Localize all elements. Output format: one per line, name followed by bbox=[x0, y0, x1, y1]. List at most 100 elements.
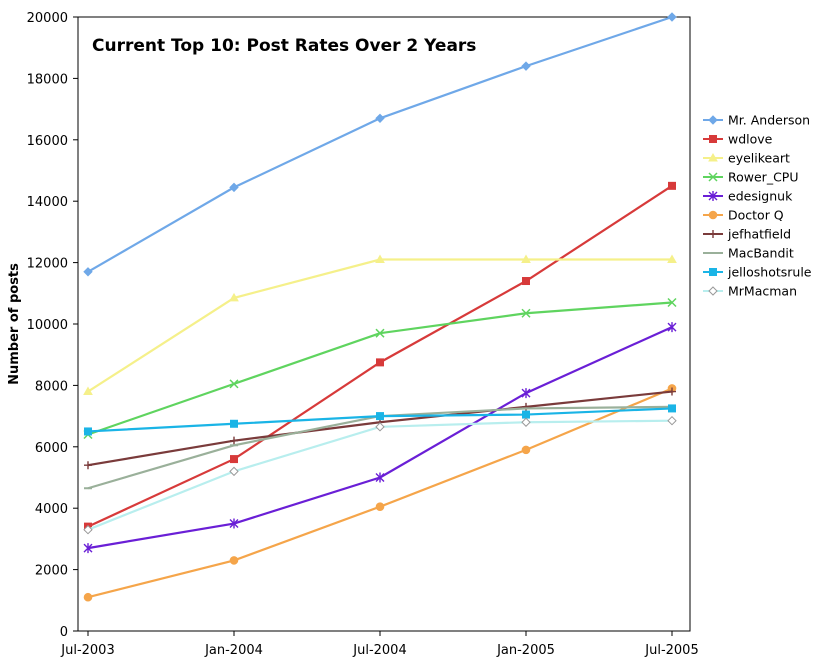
legend-label: eyelikeart bbox=[728, 151, 790, 166]
data-point bbox=[709, 268, 717, 276]
data-point bbox=[229, 182, 239, 193]
y-tick-label: 20000 bbox=[27, 11, 68, 26]
data-point bbox=[229, 379, 239, 389]
chart-title: Current Top 10: Post Rates Over 2 Years bbox=[92, 36, 476, 56]
legend-label: Rower_CPU bbox=[728, 170, 799, 185]
plot-area bbox=[77, 16, 691, 632]
y-tick-label: 12000 bbox=[27, 257, 68, 272]
data-point bbox=[667, 415, 677, 426]
data-point bbox=[708, 191, 718, 201]
y-tick-label: 6000 bbox=[35, 441, 68, 456]
data-point bbox=[521, 254, 531, 264]
data-point bbox=[521, 417, 531, 427]
data-point bbox=[375, 502, 385, 511]
x-tick-label: Jul-2004 bbox=[352, 643, 406, 658]
data-point bbox=[708, 286, 718, 296]
x-tick-label: Jan-2005 bbox=[496, 643, 555, 658]
legend-item: Doctor Q bbox=[703, 208, 784, 223]
data-point bbox=[667, 322, 677, 333]
y-axis: 0 2000 4000 6000 8000 10000 12000 14000 16000 180… bbox=[27, 11, 78, 640]
y-tick-label: 16000 bbox=[27, 134, 68, 149]
data-point bbox=[668, 387, 676, 396]
data-point bbox=[521, 445, 531, 455]
legend-item: edesignuk bbox=[703, 189, 793, 204]
x-tick-label: Jan-2004 bbox=[204, 643, 263, 658]
data-point bbox=[668, 404, 676, 413]
data-point bbox=[522, 410, 530, 419]
x-tick-label: Jul-2003 bbox=[60, 643, 114, 658]
data-point bbox=[230, 436, 238, 445]
data-point bbox=[709, 230, 717, 238]
legend-label: MacBandit bbox=[728, 246, 794, 261]
legend-item: eyelikeart bbox=[703, 151, 790, 166]
data-point bbox=[667, 297, 677, 308]
data-point bbox=[667, 254, 677, 264]
y-tick-label: 2000 bbox=[35, 564, 68, 579]
data-point bbox=[375, 113, 385, 124]
y-axis-title: Number of posts bbox=[7, 263, 22, 385]
data-point bbox=[84, 461, 92, 470]
legend-item: wdlove bbox=[703, 132, 773, 147]
legend-item: jefhatfield bbox=[703, 227, 791, 242]
data-point bbox=[667, 12, 677, 22]
series-mr-anderson bbox=[83, 12, 677, 277]
y-tick-label: 18000 bbox=[27, 72, 68, 87]
data-point bbox=[83, 267, 93, 277]
series-mrmacman bbox=[83, 415, 677, 535]
data-point bbox=[229, 518, 239, 529]
legend: Mr. Anderson wdlove eyelikeart Rower_CPUede… bbox=[703, 113, 812, 299]
series-doctor-q bbox=[83, 384, 677, 602]
legend-label: Mr. Anderson bbox=[728, 113, 810, 128]
data-point bbox=[522, 277, 530, 286]
data-point bbox=[521, 388, 531, 399]
legend-label: wdlove bbox=[728, 132, 773, 147]
data-point bbox=[668, 181, 676, 190]
data-point bbox=[376, 412, 384, 421]
data-point bbox=[522, 402, 530, 411]
data-point bbox=[375, 422, 385, 432]
y-tick-label: 4000 bbox=[35, 502, 68, 517]
data-point bbox=[229, 556, 239, 565]
y-tick-label: 10000 bbox=[27, 318, 68, 333]
data-point bbox=[708, 210, 718, 220]
legend-label: jelloshotsrule bbox=[727, 265, 812, 280]
legend-item: MacBandit bbox=[703, 246, 794, 261]
data-point bbox=[376, 358, 384, 367]
series-wdlove bbox=[84, 181, 676, 531]
series-edesignuk bbox=[83, 322, 677, 554]
legend-item: Mr. Anderson bbox=[703, 113, 810, 128]
y-tick-label: 0 bbox=[60, 625, 68, 640]
data-point bbox=[83, 592, 93, 602]
data-point bbox=[84, 427, 92, 436]
x-tick-label: Jul-2005 bbox=[644, 643, 698, 658]
y-tick-label: 8000 bbox=[35, 379, 68, 394]
data-point bbox=[708, 152, 718, 162]
data-point bbox=[229, 292, 239, 302]
data-point bbox=[521, 308, 531, 318]
data-point bbox=[83, 386, 93, 396]
legend-item: Rower_CPU bbox=[703, 170, 799, 185]
x-axis: Jul-2003 Jan-2004 Jul-2004 Jan-2005 Jul-2005 bbox=[60, 631, 699, 658]
legend-item: jelloshotsrule bbox=[703, 265, 812, 280]
data-point bbox=[375, 472, 385, 483]
data-point bbox=[83, 524, 93, 535]
data-point bbox=[709, 135, 717, 143]
data-point bbox=[229, 466, 239, 477]
series-jelloshotsrule bbox=[84, 404, 676, 436]
series-rower-cpu bbox=[83, 297, 677, 440]
y-tick-label: 14000 bbox=[27, 195, 68, 210]
legend-label: edesignuk bbox=[728, 189, 793, 204]
legend-label: MrMacman bbox=[728, 284, 797, 299]
data-point bbox=[230, 455, 238, 464]
data-point bbox=[375, 254, 385, 264]
data-point bbox=[83, 543, 93, 554]
series-lines bbox=[83, 12, 677, 602]
legend-label: Doctor Q bbox=[728, 208, 784, 223]
series-eyelikeart bbox=[83, 254, 677, 396]
data-point bbox=[375, 328, 385, 338]
data-point bbox=[708, 115, 718, 125]
legend-item: MrMacman bbox=[703, 284, 797, 299]
data-point bbox=[230, 419, 238, 428]
data-point bbox=[521, 61, 531, 71]
